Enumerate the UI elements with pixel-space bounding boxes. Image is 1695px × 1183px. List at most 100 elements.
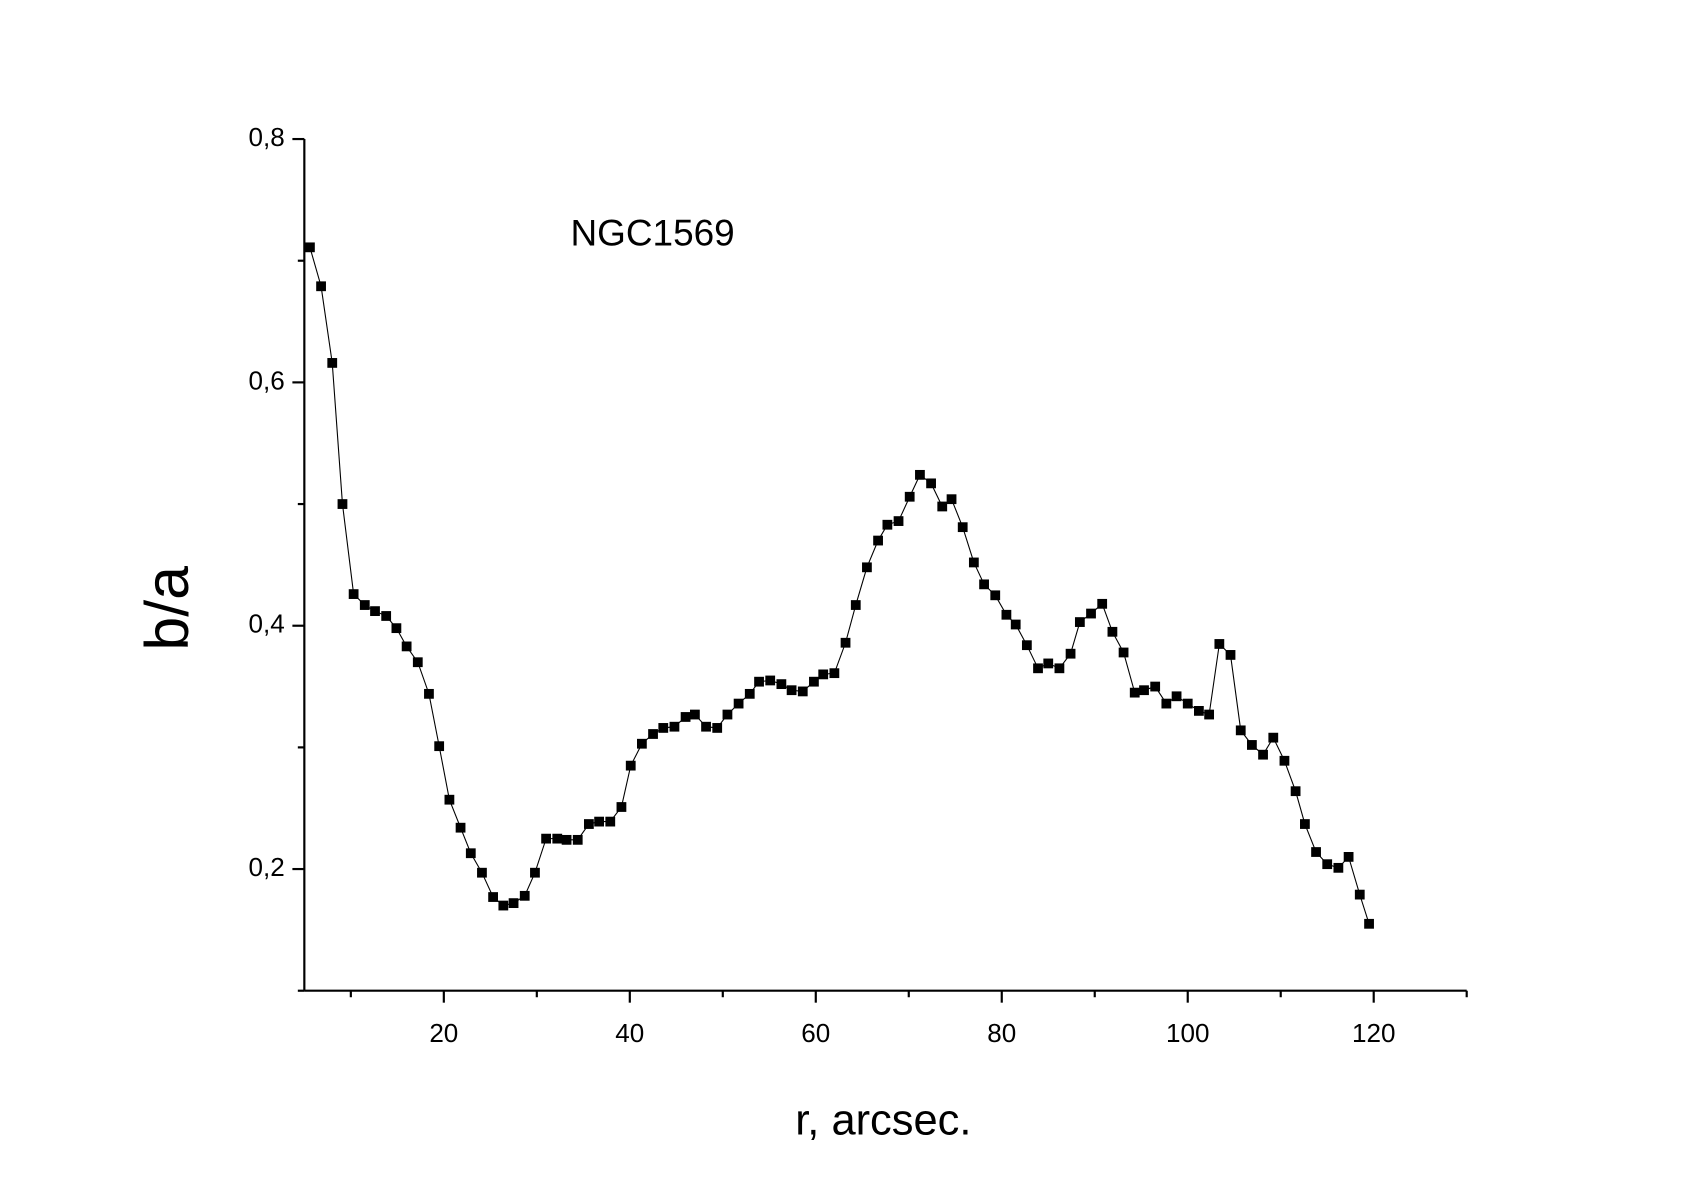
data-point — [648, 729, 658, 739]
x-tick-label: 120 — [1352, 1018, 1395, 1048]
data-point — [572, 834, 583, 845]
data-point — [1065, 648, 1076, 659]
data-point — [488, 892, 498, 902]
data-point — [1247, 740, 1257, 750]
data-point — [1001, 609, 1012, 620]
data-point — [370, 606, 380, 617]
data-point — [797, 686, 808, 697]
data-point — [862, 562, 872, 573]
data-point — [1074, 617, 1085, 627]
data-point — [583, 819, 594, 829]
y-tick-label: 0,2 — [249, 852, 285, 882]
data-point — [979, 579, 989, 590]
data-line — [309, 247, 1370, 924]
data-point — [893, 516, 904, 526]
data-point — [1161, 698, 1172, 709]
data-point — [754, 676, 764, 687]
data-point — [1086, 608, 1096, 619]
y-tick-label: 0,8 — [249, 122, 285, 152]
data-point — [937, 501, 948, 512]
data-point — [316, 281, 326, 292]
data-point — [1118, 647, 1129, 658]
data-point — [1364, 918, 1374, 929]
data-point — [381, 611, 392, 621]
data-point — [605, 816, 616, 827]
data-point — [744, 688, 755, 699]
data-point — [733, 698, 744, 709]
y-axis-label: b/a — [133, 566, 201, 651]
data-point — [477, 867, 487, 878]
data-point — [840, 637, 851, 648]
data-point — [776, 679, 787, 690]
data-point — [873, 535, 883, 546]
data-point — [1290, 786, 1301, 797]
x-tick-label: 80 — [987, 1018, 1016, 1048]
data-point — [327, 358, 338, 368]
y-tick-label: 0,4 — [249, 609, 285, 639]
data-point — [465, 848, 476, 859]
data-point — [1225, 650, 1236, 660]
data-point — [412, 657, 423, 668]
data-point — [1107, 626, 1118, 637]
data-point — [722, 709, 733, 720]
data-point — [1322, 859, 1333, 870]
data-point — [1268, 732, 1279, 743]
data-point — [1204, 709, 1215, 720]
y-tick-label: 0,6 — [249, 365, 285, 395]
data-point — [305, 242, 315, 253]
data-point — [1300, 819, 1310, 829]
data-point — [1129, 687, 1140, 698]
data-point — [990, 590, 1001, 601]
data-point — [1258, 749, 1268, 760]
x-axis-label: r, arcsec. — [795, 1097, 971, 1145]
data-point — [455, 822, 466, 833]
data-point — [915, 469, 925, 480]
data-point — [904, 491, 915, 502]
data-point — [552, 833, 563, 844]
data-point — [594, 816, 605, 827]
data-point — [786, 685, 797, 696]
data-point — [424, 688, 434, 699]
data-point — [508, 898, 519, 909]
data-point — [1033, 663, 1043, 674]
data-point — [541, 833, 552, 844]
data-point — [530, 867, 540, 878]
x-tick-label: 60 — [801, 1018, 830, 1048]
data-point — [625, 760, 636, 771]
data-point — [1235, 725, 1246, 736]
x-tick-label: 100 — [1166, 1018, 1209, 1048]
x-tick-label: 20 — [429, 1018, 458, 1048]
data-point — [391, 623, 402, 634]
data-point — [946, 494, 957, 505]
data-point — [359, 600, 370, 610]
data-point — [1171, 691, 1182, 702]
data-point — [1021, 640, 1032, 651]
data-point — [1194, 705, 1204, 716]
data-point — [850, 600, 861, 610]
data-point — [519, 890, 530, 901]
x-tick-label: 40 — [615, 1018, 644, 1048]
data-point — [1311, 847, 1321, 857]
data-point — [818, 669, 829, 680]
data-point — [1279, 755, 1290, 766]
data-point — [765, 675, 776, 686]
data-point — [1054, 663, 1065, 674]
data-point — [882, 519, 893, 530]
data-point — [1043, 658, 1054, 669]
data-point — [1354, 889, 1365, 900]
data-point — [616, 802, 627, 812]
data-point — [1214, 639, 1225, 649]
data-point — [957, 522, 968, 533]
data-point — [561, 834, 572, 845]
data-point — [1182, 698, 1193, 709]
data-point — [712, 723, 723, 733]
data-point — [348, 589, 359, 599]
data-point — [1097, 598, 1108, 609]
data-point — [1150, 681, 1161, 692]
data-point — [690, 709, 700, 720]
data-point — [337, 499, 348, 509]
data-point — [498, 900, 509, 911]
data-point — [829, 668, 840, 679]
annotation: NGC1569 — [570, 212, 734, 253]
